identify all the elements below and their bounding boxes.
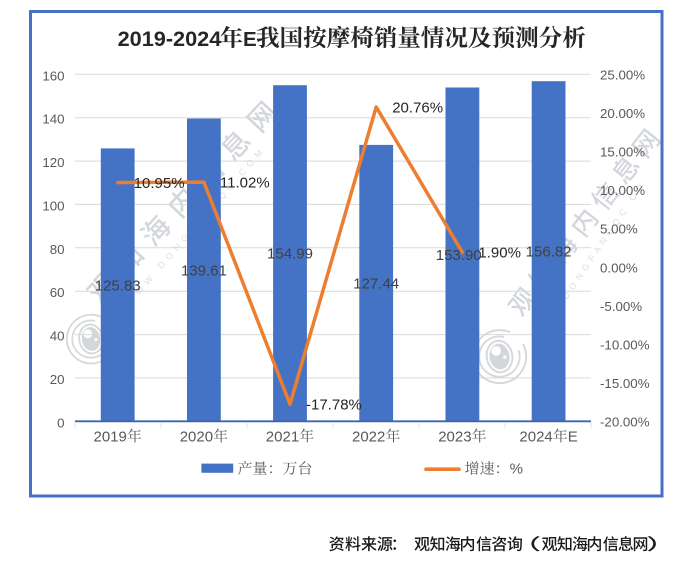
svg-text:2023: 2023 xyxy=(438,428,471,445)
svg-text:0.00%: 0.00% xyxy=(600,260,638,275)
svg-text:2020: 2020 xyxy=(180,428,213,445)
svg-text:E: E xyxy=(568,428,578,445)
svg-text:25.00%: 25.00% xyxy=(600,68,645,83)
svg-text:2019-2024: 2019-2024 xyxy=(118,26,222,51)
svg-text:15.00%: 15.00% xyxy=(600,145,645,160)
svg-text:-20.00%: -20.00% xyxy=(600,415,650,430)
svg-text:127.44: 127.44 xyxy=(353,276,399,293)
svg-text:20: 20 xyxy=(50,372,65,387)
svg-text:139.61: 139.61 xyxy=(181,262,227,279)
svg-text:100: 100 xyxy=(42,198,64,213)
svg-text:40: 40 xyxy=(50,329,65,344)
svg-text:20.76%: 20.76% xyxy=(392,99,443,116)
svg-text:10.00%: 10.00% xyxy=(600,183,645,198)
svg-text:156.82: 156.82 xyxy=(526,244,572,261)
svg-text:-15.00%: -15.00% xyxy=(600,376,650,391)
svg-text:E: E xyxy=(243,28,257,51)
svg-text:20.00%: 20.00% xyxy=(600,106,645,121)
svg-text:-17.78%: -17.78% xyxy=(306,397,362,414)
svg-text:60: 60 xyxy=(50,285,65,300)
svg-text:2019: 2019 xyxy=(94,428,127,445)
svg-text:120: 120 xyxy=(42,155,64,170)
svg-text:154.99: 154.99 xyxy=(267,246,313,263)
svg-text:160: 160 xyxy=(42,68,64,83)
svg-text:125.83: 125.83 xyxy=(95,277,141,294)
svg-text:11.02%: 11.02% xyxy=(220,174,270,191)
svg-text:2024: 2024 xyxy=(519,428,552,445)
svg-text:80: 80 xyxy=(50,242,65,257)
svg-text:5.00%: 5.00% xyxy=(600,222,638,237)
svg-text:%: % xyxy=(510,461,523,478)
svg-text:1.90%: 1.90% xyxy=(478,245,521,262)
svg-text:10.95%: 10.95% xyxy=(134,175,185,192)
svg-text:153.90: 153.90 xyxy=(436,247,482,264)
svg-text:2021: 2021 xyxy=(266,428,299,445)
svg-text:0: 0 xyxy=(57,415,64,430)
svg-text:2022: 2022 xyxy=(352,428,385,445)
svg-text:140: 140 xyxy=(42,112,64,127)
svg-text:-10.00%: -10.00% xyxy=(600,337,650,352)
svg-text:-5.00%: -5.00% xyxy=(600,299,642,314)
